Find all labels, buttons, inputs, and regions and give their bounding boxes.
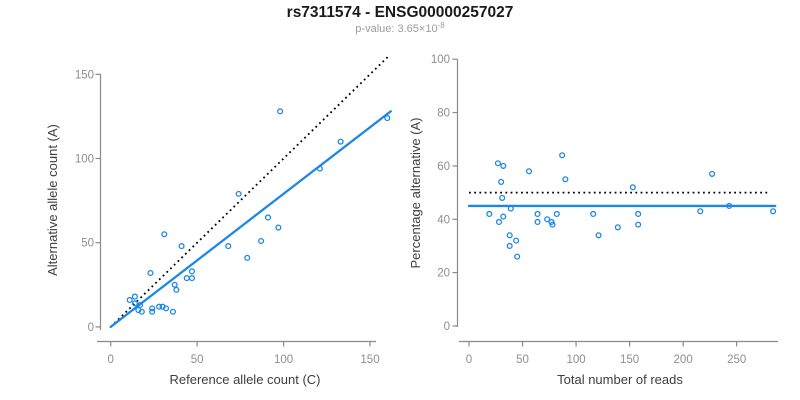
data-point bbox=[590, 210, 597, 217]
data-point bbox=[169, 308, 176, 315]
y-tick-label: 60 bbox=[437, 161, 450, 173]
data-point bbox=[708, 170, 716, 177]
data-point bbox=[156, 303, 163, 310]
x-tick-label: 250 bbox=[727, 354, 746, 366]
data-point bbox=[635, 221, 642, 228]
data-point bbox=[553, 210, 560, 217]
data-point bbox=[635, 210, 642, 217]
data-point bbox=[126, 296, 133, 304]
data-point bbox=[275, 224, 282, 231]
data-point bbox=[178, 243, 185, 250]
data-point bbox=[337, 138, 344, 145]
data-point bbox=[183, 275, 190, 282]
data-point bbox=[235, 190, 242, 197]
right-scatter-plot: 0 50 100 150 200 250 0 20 40 60 80 100 Total number … bbox=[408, 54, 778, 387]
data-point bbox=[131, 300, 138, 307]
data-point bbox=[188, 275, 195, 282]
identity-line bbox=[110, 55, 390, 328]
data-point bbox=[147, 269, 154, 277]
data-point bbox=[534, 210, 541, 217]
y-tick-label: 100 bbox=[431, 54, 450, 66]
data-point bbox=[544, 216, 551, 223]
data-point bbox=[494, 160, 501, 167]
data-point bbox=[171, 281, 178, 288]
y-tick-label: 150 bbox=[75, 69, 94, 81]
y-tick-label: 0 bbox=[88, 322, 94, 334]
left-scatter-plot: 0 50 100 150 0 50 100 150 Reference allele count… bbox=[45, 55, 392, 387]
data-point bbox=[726, 202, 733, 209]
y-axis-title: Alternative allele count (A) bbox=[45, 124, 60, 276]
x-tick-label: 100 bbox=[274, 354, 293, 366]
data-point bbox=[149, 305, 156, 312]
data-point bbox=[514, 253, 521, 260]
data-point bbox=[173, 286, 180, 293]
data-point bbox=[498, 178, 505, 185]
x-tick-label: 50 bbox=[191, 354, 204, 366]
regression-line bbox=[109, 110, 392, 329]
data-point bbox=[486, 210, 493, 217]
pvalue-text: p-value: bbox=[355, 23, 398, 35]
x-tick-label: 0 bbox=[107, 354, 113, 366]
data-point bbox=[149, 308, 156, 315]
x-axis-title: Total number of reads bbox=[557, 372, 683, 387]
data-point bbox=[525, 168, 533, 175]
figure-subtitle: p-value: 3.65×10-8 bbox=[0, 21, 800, 35]
pvalue-exponent: -8 bbox=[437, 21, 445, 30]
data-point bbox=[244, 254, 251, 261]
y-tick-label: 0 bbox=[444, 321, 450, 333]
data-point bbox=[770, 208, 777, 215]
y-tick-label: 80 bbox=[437, 108, 450, 120]
data-point bbox=[562, 176, 569, 183]
data-point bbox=[549, 221, 556, 228]
data-point bbox=[506, 232, 513, 239]
data-point bbox=[697, 208, 704, 215]
x-tick-label: 200 bbox=[674, 354, 693, 366]
data-point bbox=[629, 184, 636, 191]
data-point bbox=[277, 108, 284, 115]
data-point bbox=[595, 232, 602, 239]
data-point bbox=[507, 205, 514, 212]
data-point bbox=[614, 224, 621, 231]
x-tick-label: 50 bbox=[516, 354, 529, 366]
data-point bbox=[499, 194, 506, 201]
y-tick-label: 50 bbox=[81, 238, 94, 250]
y-tick-label: 100 bbox=[75, 154, 94, 166]
data-point bbox=[137, 301, 144, 309]
data-point bbox=[500, 162, 507, 169]
x-tick-label: 150 bbox=[620, 354, 639, 366]
x-axis-title: Reference allele count (C) bbox=[169, 372, 320, 387]
data-point bbox=[162, 305, 170, 312]
data-point bbox=[258, 237, 265, 245]
data-point bbox=[559, 152, 566, 159]
data-point bbox=[495, 218, 503, 225]
y-tick-label: 40 bbox=[437, 214, 450, 226]
x-tick-label: 0 bbox=[466, 354, 472, 366]
data-point bbox=[188, 268, 195, 275]
x-tick-label: 150 bbox=[360, 354, 379, 366]
data-point bbox=[513, 237, 520, 244]
data-point bbox=[161, 231, 168, 238]
data-point bbox=[264, 214, 272, 221]
data-point bbox=[534, 218, 541, 225]
y-tick-label: 20 bbox=[437, 268, 450, 280]
pvalue-base: 3.65×10 bbox=[397, 23, 438, 35]
data-point bbox=[131, 293, 138, 300]
data-point bbox=[138, 308, 145, 315]
data-point bbox=[506, 242, 513, 250]
data-point bbox=[384, 115, 391, 122]
figure-title: rs7311574 - ENSG00000257027 bbox=[286, 4, 514, 21]
data-point bbox=[316, 165, 323, 172]
y-axis-title: Percentage alternative (A) bbox=[408, 117, 423, 268]
data-point bbox=[225, 243, 232, 250]
data-point bbox=[500, 213, 507, 220]
x-tick-label: 100 bbox=[566, 354, 585, 366]
